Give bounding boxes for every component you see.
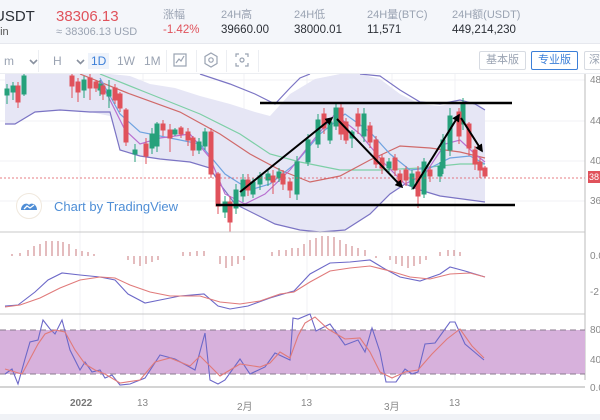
interval-1w[interactable]: 1W <box>117 54 135 68</box>
symbol-name: USDT <box>0 8 35 25</box>
arrow-down-icon <box>336 118 404 189</box>
arrow-up-icon <box>412 113 460 190</box>
macd-histogram <box>11 236 461 268</box>
macd-line <box>4 259 486 310</box>
low-value: 38000.01 <box>294 24 342 36</box>
arrow-down-icon <box>460 117 483 153</box>
stoch-d <box>4 316 485 384</box>
minute-dropdown[interactable]: m <box>4 53 38 69</box>
stoch-tick: 80 <box>590 325 600 336</box>
settings-hexagon-icon[interactable] <box>204 52 218 68</box>
depth-button[interactable]: 深 <box>584 51 600 70</box>
change-block: 涨幅 -1.42% <box>163 8 199 38</box>
price-chart[interactable] <box>0 74 600 414</box>
footer-bar <box>0 414 600 420</box>
amount-block: 24H额(USDT) 449,214,230 <box>452 8 520 38</box>
interval-1d[interactable]: 1D <box>88 53 110 69</box>
stoch-tick: 40 <box>590 355 600 366</box>
chevron-down-icon <box>76 59 85 65</box>
divider <box>166 50 167 72</box>
screenshot-icon[interactable] <box>235 53 249 67</box>
volume-label: 24H量(BTC) <box>367 9 428 21</box>
last-price-tag: 38 <box>588 171 600 183</box>
time-tick: 13 <box>449 398 461 409</box>
last-price: 38306.13 <box>56 8 119 25</box>
price-tick: 44 <box>590 116 600 127</box>
price-tick: 48 <box>590 75 600 86</box>
divider <box>38 50 39 72</box>
hour-label: H <box>53 54 62 68</box>
price-block: 38306.13 ≈ 38306.13 USD <box>56 8 137 40</box>
time-tick: 2022 <box>70 398 93 409</box>
macd-tick: -2 <box>590 287 599 298</box>
last-price-usd: ≈ 38306.13 USD <box>56 26 138 38</box>
amount-label: 24H额(USDT) <box>452 9 521 21</box>
interval-1m[interactable]: 1M <box>144 54 161 68</box>
divider <box>258 50 259 72</box>
macd-tick: 0.0 <box>590 251 600 262</box>
watermark-text: Chart by TradingView <box>54 198 179 214</box>
price-tick: 40 <box>590 156 600 167</box>
minute-label: m <box>4 54 14 68</box>
high-block: 24H高 39660.00 <box>221 8 269 38</box>
stoch-tick: 0.0 <box>590 383 600 394</box>
change-label: 涨幅 <box>163 9 185 21</box>
symbol-subname: oin <box>0 26 9 38</box>
amount-value: 449,214,230 <box>452 24 516 36</box>
volume-value: 11,571 <box>367 24 402 36</box>
pro-version-button[interactable]: 专业版 <box>531 51 578 70</box>
hour-dropdown[interactable]: H <box>53 53 85 69</box>
time-tick: 13 <box>137 398 149 409</box>
time-tick: 3月 <box>384 402 400 413</box>
time-tick: 13 <box>301 398 313 409</box>
tradingview-logo-icon <box>16 193 42 219</box>
divider <box>196 50 197 72</box>
time-tick: 2月 <box>237 402 253 413</box>
ma-red <box>79 74 486 183</box>
price-tick: 36 <box>590 196 600 207</box>
low-label: 24H低 <box>294 9 326 21</box>
drawing-annotations <box>216 101 515 207</box>
indicator-icon[interactable] <box>173 53 187 67</box>
high-value: 39660.00 <box>221 24 269 36</box>
divider <box>226 50 227 72</box>
arrow-up-icon <box>239 116 334 193</box>
change-value: -1.42% <box>163 24 200 36</box>
high-label: 24H高 <box>221 9 253 21</box>
symbol-block[interactable]: USDT oin <box>0 8 35 40</box>
trend-arrows <box>239 113 483 193</box>
basic-version-button[interactable]: 基本版 <box>479 51 526 70</box>
tradingview-watermark[interactable]: Chart by TradingView <box>16 193 178 219</box>
chevron-down-icon <box>29 59 38 65</box>
low-block: 24H低 38000.01 <box>294 8 342 38</box>
chart-toolbar: m H 1D 1W 1M 基本版 专业版 深 <box>0 48 600 74</box>
volume-block: 24H量(BTC) 11,571 <box>367 8 428 38</box>
candles <box>4 74 488 232</box>
macd-signal <box>4 265 486 308</box>
stoch-k <box>4 313 485 386</box>
ticker-header: USDT oin 38306.13 ≈ 38306.13 USD 涨幅 -1.4… <box>0 0 600 44</box>
